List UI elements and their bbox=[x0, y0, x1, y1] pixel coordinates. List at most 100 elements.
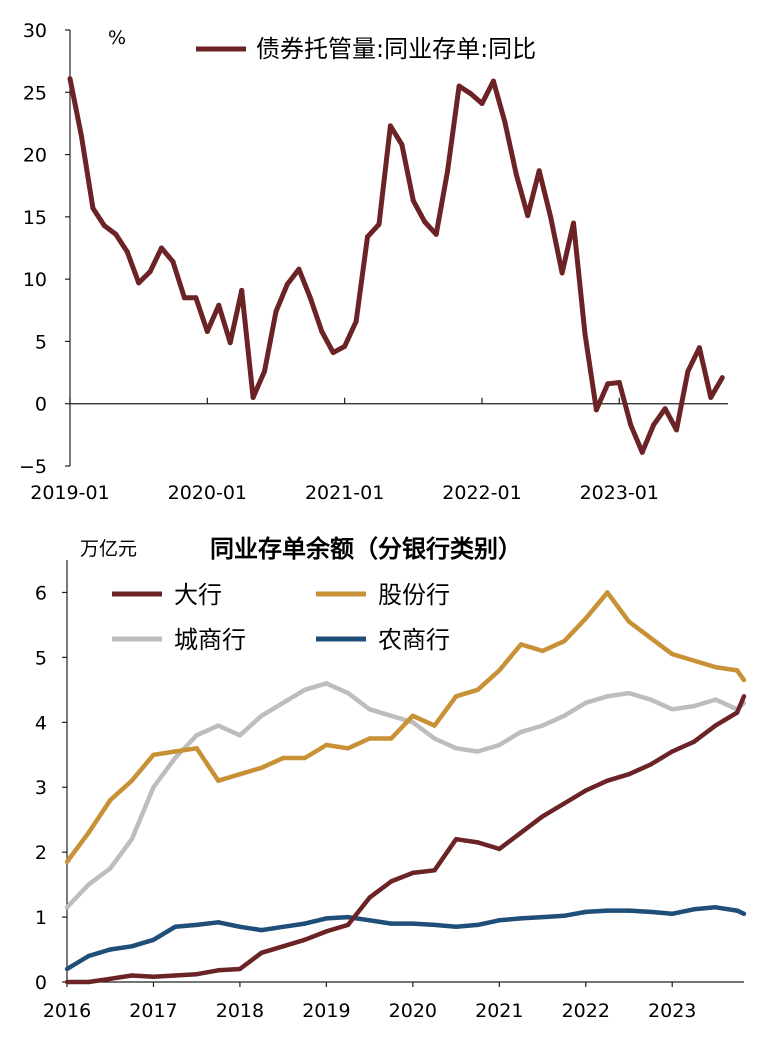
yoy-data-point bbox=[159, 245, 164, 251]
balance-data-point bbox=[64, 859, 70, 865]
balance-lines bbox=[64, 590, 747, 985]
balance-data-point bbox=[734, 710, 740, 715]
yoy-data-point bbox=[651, 422, 657, 428]
balance-data-point bbox=[670, 911, 675, 916]
balance-data-point bbox=[259, 950, 264, 955]
balance-data-point bbox=[691, 907, 697, 912]
yoy-y-tick-label: −5 bbox=[19, 456, 47, 478]
yoy-data-point bbox=[296, 266, 302, 272]
yoy-data-point bbox=[90, 205, 96, 211]
balance-data-point bbox=[345, 690, 351, 696]
balance-series-line bbox=[65, 905, 745, 971]
yoy-legend-label: 债券托管量:同业存单:同比 bbox=[256, 35, 536, 63]
yoy-data-point bbox=[479, 101, 485, 106]
yoy-data-point bbox=[365, 234, 370, 240]
balance-data-point bbox=[237, 733, 243, 738]
yoy-x-tick-label: 2022-01 bbox=[442, 482, 521, 504]
yoy-data-point bbox=[376, 221, 382, 227]
balance-data-point bbox=[432, 736, 437, 741]
balance-data-point bbox=[734, 908, 740, 913]
balance-y-tick-label: 5 bbox=[35, 647, 47, 669]
balance-data-point bbox=[713, 723, 718, 728]
balance-data-point bbox=[64, 979, 70, 985]
balance-data-point bbox=[497, 668, 502, 673]
balance-data-point bbox=[108, 976, 113, 981]
balance-chart-title: 同业存单余额（分银行类别） bbox=[210, 535, 522, 563]
balance-data-point bbox=[151, 785, 156, 790]
yoy-y-tick-label: 20 bbox=[23, 145, 47, 167]
balance-data-point bbox=[172, 924, 178, 929]
balance-data-point bbox=[562, 713, 567, 718]
yoy-data-point bbox=[616, 380, 622, 385]
balance-axes: 0 1 2 3 4 5 6 2016 2017 2018 2019 2020 2021 2022 2023 bbox=[35, 560, 744, 1022]
yoy-data-point bbox=[170, 259, 176, 265]
balance-data-point bbox=[540, 723, 545, 728]
yoy-data-point bbox=[181, 295, 187, 301]
balance-data-point bbox=[324, 929, 329, 934]
yoy-data-point bbox=[147, 269, 153, 275]
yoy-data-point bbox=[490, 78, 496, 84]
balance-y-tick-label: 1 bbox=[35, 907, 47, 929]
balance-data-point bbox=[237, 772, 243, 777]
balance-chart: 万亿元 同业存单余额（分银行类别） 大行 股份行 城商行 农商行 0 1 2 3 4 5 6… bbox=[35, 535, 747, 1022]
yoy-data-point bbox=[307, 295, 313, 301]
balance-data-point bbox=[605, 590, 610, 595]
balance-x-tick-label: 2021 bbox=[475, 1000, 523, 1022]
balance-series-line bbox=[67, 695, 747, 985]
balance-data-point bbox=[432, 922, 437, 928]
yoy-data-point bbox=[330, 350, 336, 356]
yoy-data-point bbox=[262, 368, 267, 374]
yoy-data-point bbox=[284, 281, 290, 287]
balance-data-point bbox=[194, 922, 199, 928]
balance-y-tick-label: 6 bbox=[35, 582, 47, 604]
legend-label-rural-commercial: 农商行 bbox=[378, 626, 450, 654]
yoy-data-point bbox=[502, 119, 508, 125]
balance-data-point bbox=[410, 921, 415, 926]
yoy-data-point bbox=[67, 76, 73, 82]
yoy-data-point bbox=[422, 219, 428, 225]
yoy-data-point bbox=[559, 270, 565, 276]
balance-legend: 大行 股份行 城商行 农商行 bbox=[112, 581, 450, 654]
balance-data-point bbox=[741, 911, 747, 916]
balance-data-point bbox=[324, 916, 329, 921]
balance-data-point bbox=[626, 772, 632, 777]
balance-data-point bbox=[281, 944, 286, 949]
balance-x-tick-label: 2020 bbox=[389, 1000, 437, 1022]
balance-data-point bbox=[86, 882, 91, 887]
balance-data-point bbox=[648, 909, 653, 915]
yoy-data-point bbox=[204, 329, 210, 334]
balance-data-point bbox=[497, 742, 502, 748]
balance-y-tick-label: 3 bbox=[35, 777, 47, 799]
balance-data-point bbox=[367, 918, 372, 923]
balance-data-point bbox=[345, 922, 351, 928]
balance-data-point bbox=[713, 664, 718, 670]
yoy-data-point bbox=[525, 213, 531, 219]
balance-data-point bbox=[691, 739, 697, 744]
balance-data-point bbox=[259, 765, 264, 770]
balance-y-tick-label: 0 bbox=[35, 972, 47, 994]
balance-data-point bbox=[259, 927, 264, 933]
yoy-data-point bbox=[696, 345, 702, 351]
balance-data-point bbox=[475, 840, 480, 845]
yoy-data-point bbox=[708, 395, 714, 400]
yoy-y-tick-label: 25 bbox=[23, 82, 47, 104]
balance-data-point bbox=[194, 972, 199, 977]
yoy-data-point bbox=[216, 302, 222, 308]
yoy-data-point bbox=[227, 340, 233, 346]
balance-data-point bbox=[367, 736, 372, 741]
yoy-series-line bbox=[67, 78, 725, 455]
legend-label-big-banks: 大行 bbox=[174, 581, 222, 609]
yoy-axes: −5 0 5 10 15 20 25 30 2019-01 2020-01 2021-01 2022-… bbox=[19, 20, 728, 504]
balance-data-point bbox=[410, 713, 415, 718]
balance-data-point bbox=[281, 755, 286, 761]
yoy-data-point bbox=[78, 133, 84, 139]
yoy-data-point bbox=[719, 375, 725, 381]
legend-label-joint-stock: 股份行 bbox=[378, 581, 450, 609]
balance-x-tick-label: 2023 bbox=[648, 1000, 696, 1022]
balance-data-point bbox=[389, 921, 394, 926]
yoy-data-point bbox=[685, 368, 691, 374]
balance-data-point bbox=[216, 778, 221, 783]
yoy-data-point bbox=[593, 407, 599, 413]
balance-data-point bbox=[540, 648, 545, 654]
balance-data-point bbox=[237, 966, 243, 972]
